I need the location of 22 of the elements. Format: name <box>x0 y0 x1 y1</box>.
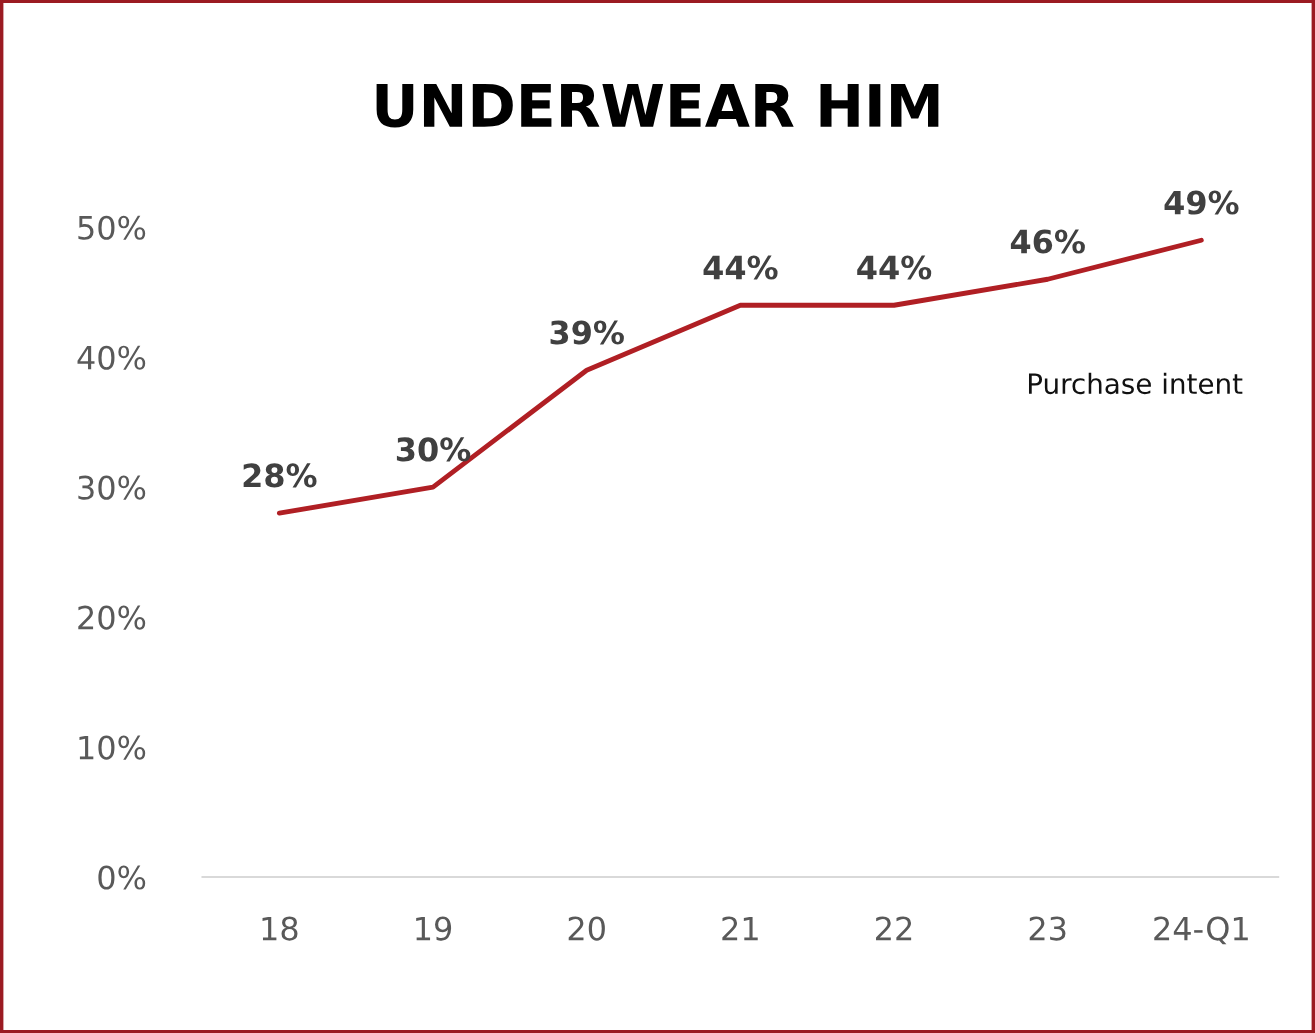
y-tick-label: 40% <box>77 345 146 370</box>
text: 39% <box>550 320 624 345</box>
text: 44% <box>857 255 932 280</box>
x-tick-label: 24-Q1 <box>1154 916 1248 945</box>
text: 49% <box>1164 190 1239 215</box>
x-tick-label: 22 <box>876 916 912 941</box>
y-tick-label: 30% <box>78 475 146 500</box>
y-tick-label: 0% <box>98 865 146 890</box>
text: Purchase intent <box>1028 372 1243 395</box>
x-tick-label: 23 <box>1029 916 1066 941</box>
x-tick-label: 18 <box>262 916 298 941</box>
text: 30% <box>396 437 471 462</box>
y-tick-label: 10% <box>79 735 146 760</box>
x-tick-label: 20 <box>568 916 605 941</box>
y-tick-label: 20% <box>78 605 146 630</box>
y-tick-label: 50% <box>78 215 146 240</box>
text: 28% <box>243 463 317 488</box>
chart-title: UNDERWEAR HIM <box>376 84 939 128</box>
x-tick-label: 19 <box>416 916 452 941</box>
x-tick-label: 21 <box>722 916 758 941</box>
text: 46% <box>1010 229 1085 254</box>
text: 44% <box>703 255 778 280</box>
